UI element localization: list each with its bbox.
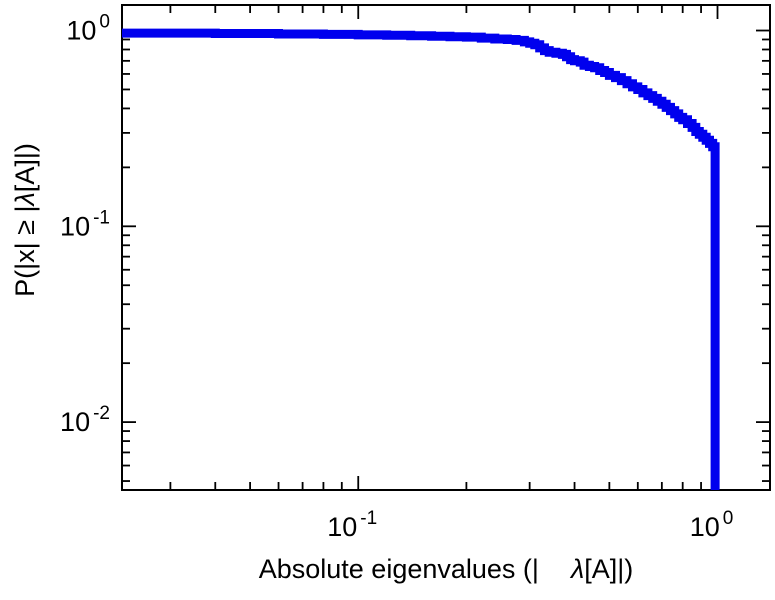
x-axis-label-prefix: Absolute eigenvalues (| <box>258 554 539 584</box>
tick-label: 10 -1 <box>60 207 110 241</box>
y-axis-label: P(|x| ≥ |λ[A]|) <box>10 0 50 470</box>
x-axis-label-suffix: [A]|) <box>584 554 634 584</box>
x-axis-label: Absolute eigenvalues (| λ[A]|) <box>122 554 770 585</box>
lambda-symbol: λ <box>570 554 585 584</box>
tick-label: 10 0 <box>66 12 110 46</box>
plot-frame <box>121 4 771 491</box>
ccdf-curve <box>122 28 720 490</box>
tick-label: 10 -1 <box>327 508 377 542</box>
y-axis-label-suffix: [A]|) <box>10 143 40 193</box>
lambda-symbol: λ <box>10 192 40 206</box>
tick-label: 10 0 <box>690 508 734 542</box>
y-axis-label-prefix: P(|x| ≥ | <box>10 205 40 297</box>
tick-label: 10 -2 <box>60 403 110 437</box>
